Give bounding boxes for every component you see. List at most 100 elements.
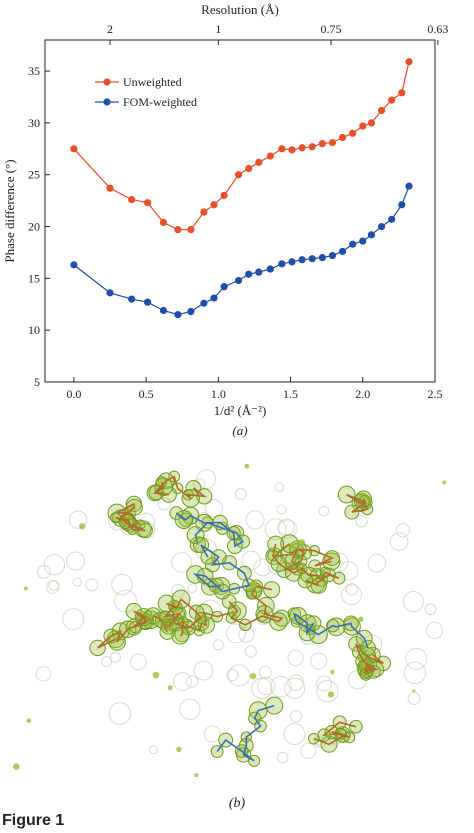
faint-density-blob [108, 702, 132, 725]
stray-density [327, 691, 335, 698]
series-2-point [255, 268, 263, 276]
faint-density-blob [276, 751, 289, 764]
legend-label-2: FOM-weighted [123, 95, 197, 109]
series-1-point [174, 226, 182, 234]
stray-density [326, 733, 330, 737]
series-2-point [210, 294, 218, 302]
series-2-point [349, 240, 357, 248]
faint-density-blob [270, 675, 292, 698]
faint-density-blob [276, 504, 287, 515]
stray-density [176, 746, 182, 753]
faint-density-blob [253, 558, 272, 577]
x-tick-label: 0.5 [139, 387, 154, 401]
faint-density-blob [101, 656, 113, 667]
series-2-point [266, 265, 274, 273]
series-2-point [187, 307, 195, 316]
series-2-point [128, 295, 136, 303]
faint-density-blob [300, 742, 317, 759]
density-blob [349, 719, 363, 734]
series-2-point [377, 222, 386, 231]
series-1-point [245, 164, 253, 173]
faint-density-blob [204, 499, 223, 518]
x-axis-title: 1/d² (Å⁻²) [214, 403, 267, 418]
faint-density-blob [241, 550, 261, 571]
series-1-point [298, 144, 306, 152]
stray-density [298, 539, 306, 547]
y-tick-label: 15 [28, 271, 40, 285]
series-2-point [388, 215, 396, 223]
series-2-point [318, 254, 326, 262]
faint-density-blob [355, 515, 368, 528]
atomic-model-trace [115, 502, 146, 532]
faint-density-blob [403, 661, 427, 685]
faint-density-blob [402, 590, 424, 613]
series-1-point [349, 129, 357, 137]
stray-density [357, 616, 364, 622]
faint-density-blob [274, 482, 285, 492]
series-line-2 [73, 185, 410, 316]
top-tick-label: 0.75 [321, 22, 342, 36]
faint-density-blob [114, 589, 138, 613]
stray-density [167, 685, 173, 691]
faint-density-blob [257, 676, 276, 696]
density-blob [144, 607, 162, 625]
faint-density-blob [258, 666, 272, 679]
faint-density-blob [171, 551, 192, 573]
density-blob [171, 627, 189, 645]
series-2-point [398, 201, 406, 209]
y-tick-label: 20 [28, 220, 40, 234]
series-1-point [266, 152, 274, 160]
faint-density-blob [405, 647, 428, 670]
faint-density-blob [345, 583, 359, 596]
series-2-point [359, 237, 367, 245]
series-line-1 [73, 61, 410, 231]
series-1-point [338, 133, 347, 142]
faint-density-blob [179, 698, 201, 720]
series-2-point [338, 247, 347, 256]
series-1-point [359, 122, 367, 130]
panel-label-a: (a) [232, 423, 247, 438]
atomic-model-trace [355, 643, 384, 675]
atomic-model-trace [97, 610, 153, 649]
atomic-model-trace [292, 612, 369, 649]
series-1-point [288, 146, 296, 154]
faint-density-blob [109, 651, 121, 663]
legend-label-1: Unweighted [123, 75, 182, 89]
series-1-point [328, 139, 337, 147]
faint-density-blob [407, 692, 421, 705]
atomic-model-trace [152, 610, 235, 633]
faint-density-blob [129, 653, 147, 671]
faint-density-blob [203, 725, 221, 743]
faint-density-blob [283, 723, 306, 746]
stray-density [79, 523, 86, 530]
atomic-model-trace [192, 544, 251, 593]
faint-density-blob [244, 645, 257, 658]
top-tick-label: 2 [107, 22, 113, 36]
faint-density-blob [245, 510, 265, 530]
series-2-point [367, 231, 376, 239]
atomic-model-trace [216, 704, 275, 762]
faint-density-blob [85, 578, 99, 592]
stray-density [330, 669, 335, 675]
series-1-point [278, 145, 286, 153]
series-2-point [298, 256, 306, 264]
faint-density-blob [283, 677, 306, 699]
faint-density-blob [367, 553, 387, 573]
series-1-point [405, 58, 413, 66]
faint-density-blob [226, 668, 239, 682]
x-tick-label: 1.5 [283, 387, 298, 401]
stray-density [442, 480, 447, 485]
x-tick-label: 2.0 [355, 387, 370, 401]
figure-caption: Figure 1 [2, 812, 65, 829]
legend-marker-2 [103, 98, 111, 106]
series-2-point [70, 261, 78, 269]
plot-frame [44, 39, 436, 383]
density-blob [265, 696, 284, 715]
x-tick-label: 0.0 [66, 387, 81, 401]
series-1-point [106, 184, 114, 192]
top-tick-label: 0.63 [427, 22, 448, 36]
series-2-point [245, 270, 253, 278]
phase-difference-chart: 0.0 0.5 1.0 1.5 2.0 2.5 5 10 15 20 25 30 35 2 1 0.75 0.6… [2, 2, 448, 438]
series-1-point [388, 96, 396, 104]
faint-density-blob [157, 497, 171, 511]
